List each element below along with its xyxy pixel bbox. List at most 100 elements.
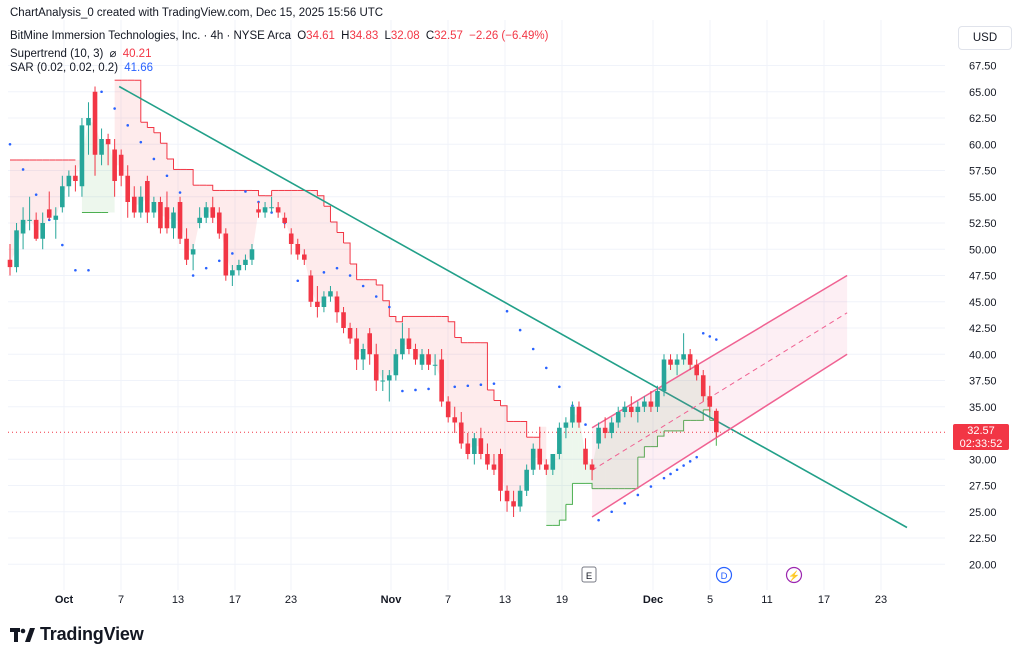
candle-body [171,212,176,229]
price-axis-label: 22.50 [969,533,997,545]
supertrend-segment [448,321,456,338]
candle-body [145,181,150,213]
supertrend-band [474,342,481,447]
supertrend-band [166,158,174,221]
candle-body [99,139,104,155]
candle [328,286,333,302]
candle-body [413,349,418,360]
event-marker[interactable]: D [715,566,733,584]
supertrend-segment [389,315,397,322]
candle [184,228,189,265]
candle-body [138,196,144,213]
channel-midline [591,312,848,471]
price-axis-label: 50.00 [969,244,997,256]
sar-legend[interactable]: SAR (0.02, 0.02, 0.2) 41.66 [10,62,156,74]
candle-body [210,207,216,218]
ohlc-close-label: C [425,30,435,42]
sar-dot [126,124,130,127]
candle [158,196,163,234]
sar-dot [682,464,685,467]
sar-dot [505,309,509,313]
countdown: 02:33:52 [959,438,1003,450]
candle [439,349,444,407]
supertrend-segment [186,168,194,186]
supertrend-band [428,316,436,365]
sar-dot [701,331,705,335]
time-axis-label: Nov [381,594,403,606]
ohlc-close-value: 32.57 [434,30,463,42]
last-price-tag: 32.57 02:33:52 [953,424,1009,450]
supertrend-segment [376,284,384,301]
tradingview-logo[interactable]: TradingView [10,624,144,645]
candle [550,454,556,475]
candle [681,333,686,365]
candle [230,265,235,286]
candle-body [269,207,274,209]
supertrend-segment [369,279,377,285]
sar-dot [584,423,587,426]
candle [498,448,503,502]
supertrend-segment [520,420,528,438]
supertrend-band [238,190,246,268]
supertrend-segment [140,121,148,128]
candle [517,485,523,512]
candle [367,328,372,365]
sar-dot [204,266,208,270]
time-axis-label: 23 [285,594,297,606]
chart-caption: ChartAnalysis_0 created with TradingView… [10,7,384,19]
candle [615,406,621,428]
candle-body [197,217,202,223]
candle [570,401,575,428]
supertrend-band [650,398,658,447]
candle [360,343,366,370]
candle [203,202,209,223]
ohlc-open-value: 34.61 [306,30,335,42]
event-marker[interactable]: ⚡ [785,566,803,584]
candle [60,175,65,213]
sar-dot [74,268,77,272]
currency-button[interactable]: USD [958,26,1012,50]
sar-label: SAR (0.02, 0.02, 0.2) [10,62,119,74]
candle-body [302,254,307,260]
candle-body [511,501,516,507]
split-icon [785,566,803,584]
candle-body [315,301,320,307]
supertrend-segment [166,158,174,170]
sar-dot [21,168,25,171]
supertrend-segment [265,190,273,197]
supertrend-segment [337,231,345,243]
time-axis-label: Oct [55,594,74,606]
price-axis-label: 30.00 [969,454,997,466]
candle [694,359,699,381]
symbol-legend[interactable]: BitMine Immersion Technologies, Inc. · 4… [10,30,551,42]
candle [53,207,59,239]
candles [7,86,719,517]
candle-body [184,238,189,260]
supertrend-legend[interactable]: Supertrend (10, 3) ⌀ 40.21 [10,46,154,60]
time-axis-label: 17 [229,594,241,606]
candle-body [131,196,137,213]
candle [256,202,261,218]
supertrend-band [618,409,625,489]
time-axis[interactable]: Oct 7 13 17 23 Nov 7 13 19 Dec 5 11 17 23 [55,594,887,606]
price-axis[interactable]: 67.50 65.00 62.50 60.00 57.50 55.00 52.50 50.00… [969,61,997,572]
candle-body [452,417,458,423]
candle [465,433,471,460]
candle [413,343,418,365]
candle [20,207,26,250]
candle-body [615,412,621,423]
supertrend-band [546,461,553,526]
supertrend-band [467,342,475,449]
supertrend-symbol: ⌀ [109,48,117,60]
price-axis-label: 42.50 [969,323,997,335]
candle [7,244,13,276]
candle [687,349,693,370]
candle-body [14,230,19,268]
event-marker[interactable]: E [581,566,597,583]
candle-body [629,406,634,412]
candle-body [596,427,601,444]
candle-body [249,249,255,260]
candle-body [642,401,647,407]
candle-body [674,359,680,365]
